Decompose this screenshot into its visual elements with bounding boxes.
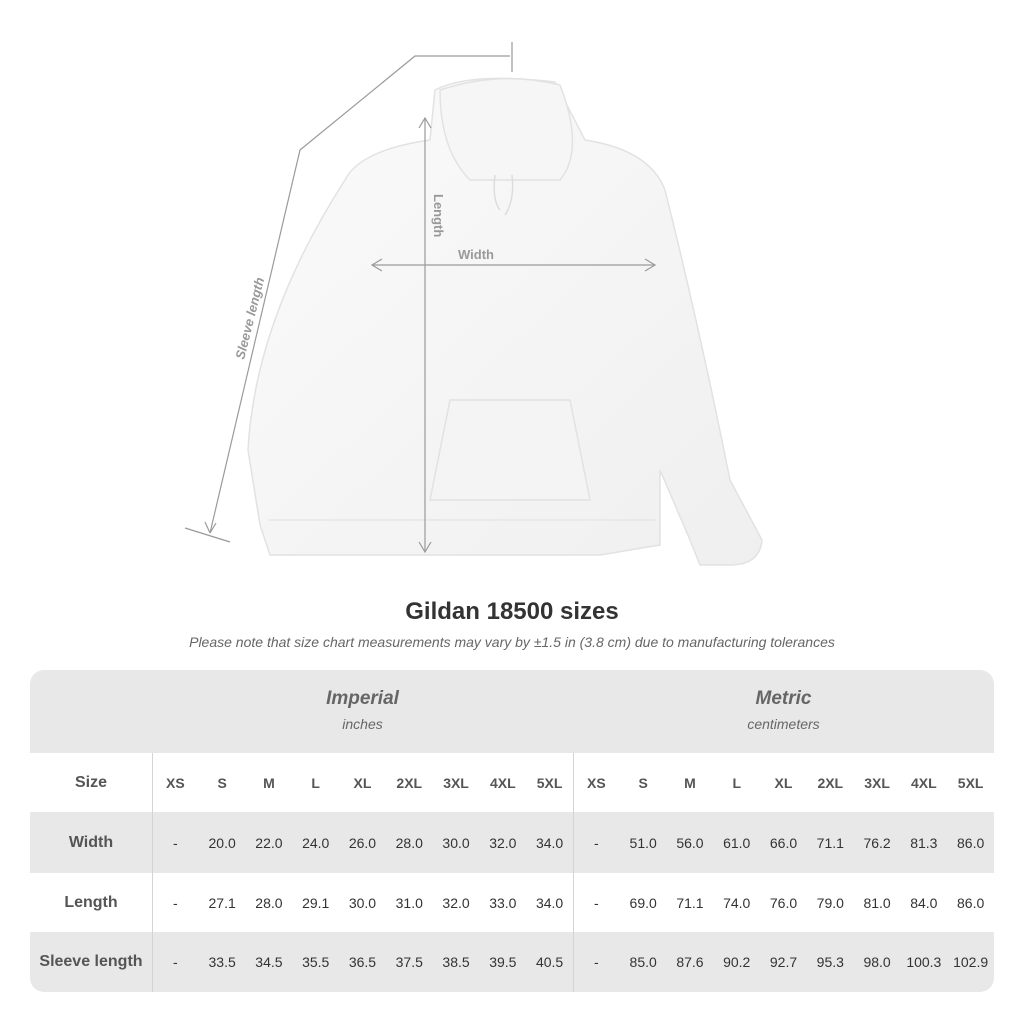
imperial-cell: 4XL <box>489 774 516 791</box>
metric-cell: XS <box>587 774 606 791</box>
imperial-cell: 38.5 <box>442 954 470 970</box>
tolerance-note: Please note that size chart measurements… <box>189 634 835 650</box>
imperial-cell: 31.0 <box>395 894 423 911</box>
imperial-cell: XL <box>353 774 372 791</box>
hoodie-image <box>247 77 763 566</box>
imperial-title: Imperial <box>326 688 399 709</box>
metric-cell: 69.0 <box>629 894 657 911</box>
imperial-cell: 20.0 <box>208 834 236 851</box>
metric-cell: 61.0 <box>723 834 751 851</box>
imperial-cell: 33.0 <box>489 894 517 911</box>
imperial-cell: XS <box>166 774 185 791</box>
imperial-cell: 40.5 <box>535 954 564 970</box>
metric-cell: 87.6 <box>676 954 704 970</box>
metric-cell: - <box>594 834 599 851</box>
imperial-cell: 35.5 <box>302 954 330 970</box>
metric-cell: M <box>684 774 696 791</box>
size-table: Imperial inches Metric centimeters Size X… <box>30 670 994 992</box>
metric-cell: S <box>638 774 648 791</box>
metric-cell: 85.0 <box>629 954 657 970</box>
metric-cell: 4XL <box>911 774 937 791</box>
row-label: Size <box>74 773 107 791</box>
imperial-cell: M <box>263 774 275 791</box>
sleeve-length-label: Sleeve length <box>232 276 267 361</box>
imperial-cell: 30.0 <box>442 834 470 851</box>
imperial-cell: 28.0 <box>395 834 423 851</box>
metric-cell: 92.7 <box>769 954 798 970</box>
imperial-cell: 32.0 <box>442 894 470 911</box>
imperial-cell: 2XL <box>396 774 423 791</box>
length-label: Length <box>431 194 446 237</box>
imperial-cell: 30.0 <box>348 894 377 911</box>
imperial-cell: L <box>311 774 320 791</box>
metric-cell: 2XL <box>817 774 844 791</box>
width-label: Width <box>458 247 494 262</box>
imperial-subtitle: inches <box>342 716 383 732</box>
metric-cell: XL <box>774 774 793 791</box>
divider <box>573 753 574 992</box>
metric-cell: 76.0 <box>769 894 798 911</box>
imperial-cell: 34.5 <box>255 954 283 970</box>
metric-cell: 86.0 <box>957 834 985 851</box>
imperial-cell: 5XL <box>536 774 563 791</box>
metric-title: Metric <box>755 688 812 709</box>
metric-cell: - <box>594 894 599 911</box>
page-title: Gildan 18500 sizes <box>405 598 619 625</box>
imperial-cell: - <box>173 954 178 970</box>
row-label: Length <box>64 893 118 911</box>
metric-cell: 102.9 <box>953 954 989 970</box>
metric-cell: 84.0 <box>910 894 938 911</box>
imperial-cell: - <box>173 834 178 851</box>
imperial-cell: 27.1 <box>208 894 236 911</box>
imperial-cell: 39.5 <box>489 954 517 970</box>
metric-cell: 5XL <box>957 774 984 791</box>
imperial-cell: 22.0 <box>255 834 283 851</box>
metric-header: Metric centimeters <box>573 670 994 753</box>
metric-cell: 81.3 <box>910 834 938 851</box>
imperial-cell: 36.5 <box>348 954 377 970</box>
divider <box>152 753 153 992</box>
metric-cell: 51.0 <box>629 834 657 851</box>
imperial-cell: 34.0 <box>535 894 564 911</box>
imperial-cell: 24.0 <box>302 834 330 851</box>
metric-cell: 76.2 <box>863 834 891 851</box>
metric-cell: 98.0 <box>863 954 891 970</box>
measurement-lines <box>184 42 657 554</box>
table-row: Length - 27.1 28.0 29.1 30.0 31.0 32.0 33.0 34.0 -… <box>30 873 994 932</box>
metric-subtitle: centimeters <box>747 716 820 732</box>
metric-cell: 79.0 <box>816 894 844 911</box>
imperial-header: Imperial inches <box>152 670 573 753</box>
metric-cell: - <box>594 954 599 970</box>
imperial-cell: 33.5 <box>208 954 236 970</box>
imperial-cell: 32.0 <box>489 834 517 851</box>
imperial-cell: - <box>173 894 178 911</box>
imperial-cell: 34.0 <box>535 834 564 851</box>
table-row: Width - 20.0 22.0 24.0 26.0 28.0 30.0 32.0 34.0 - 5… <box>30 812 994 873</box>
table-row: Size XS S M L XL 2XL 3XL 4XL 5XL XS S M L XL 2XL 3XL 4XL 5… <box>30 753 994 812</box>
table-header <box>30 670 994 753</box>
metric-cell: 95.3 <box>816 954 844 970</box>
metric-cell: 3XL <box>864 774 890 791</box>
imperial-cell: 3XL <box>443 774 469 791</box>
imperial-cell: 37.5 <box>395 954 423 970</box>
metric-cell: 74.0 <box>723 894 751 911</box>
imperial-cell: 26.0 <box>348 834 377 851</box>
metric-cell: 100.3 <box>906 954 942 970</box>
row-label: Sleeve length <box>39 953 143 970</box>
hoodie-diagram: Sleeve length Length Width <box>184 42 763 566</box>
imperial-cell: 28.0 <box>255 894 283 911</box>
metric-cell: 71.1 <box>816 834 844 851</box>
imperial-cell: S <box>217 774 227 791</box>
metric-cell: 56.0 <box>676 834 704 851</box>
metric-cell: 66.0 <box>769 834 798 851</box>
imperial-cell: 29.1 <box>302 894 330 911</box>
row-label: Width <box>68 833 114 851</box>
metric-cell: 71.1 <box>676 894 704 911</box>
table-row: Sleeve length - 33.5 34.5 35.5 36.5 37.5 38.5 39… <box>30 932 994 992</box>
metric-cell: 81.0 <box>863 894 891 911</box>
metric-cell: L <box>732 774 741 791</box>
metric-cell: 86.0 <box>957 894 985 911</box>
metric-cell: 90.2 <box>723 954 751 970</box>
